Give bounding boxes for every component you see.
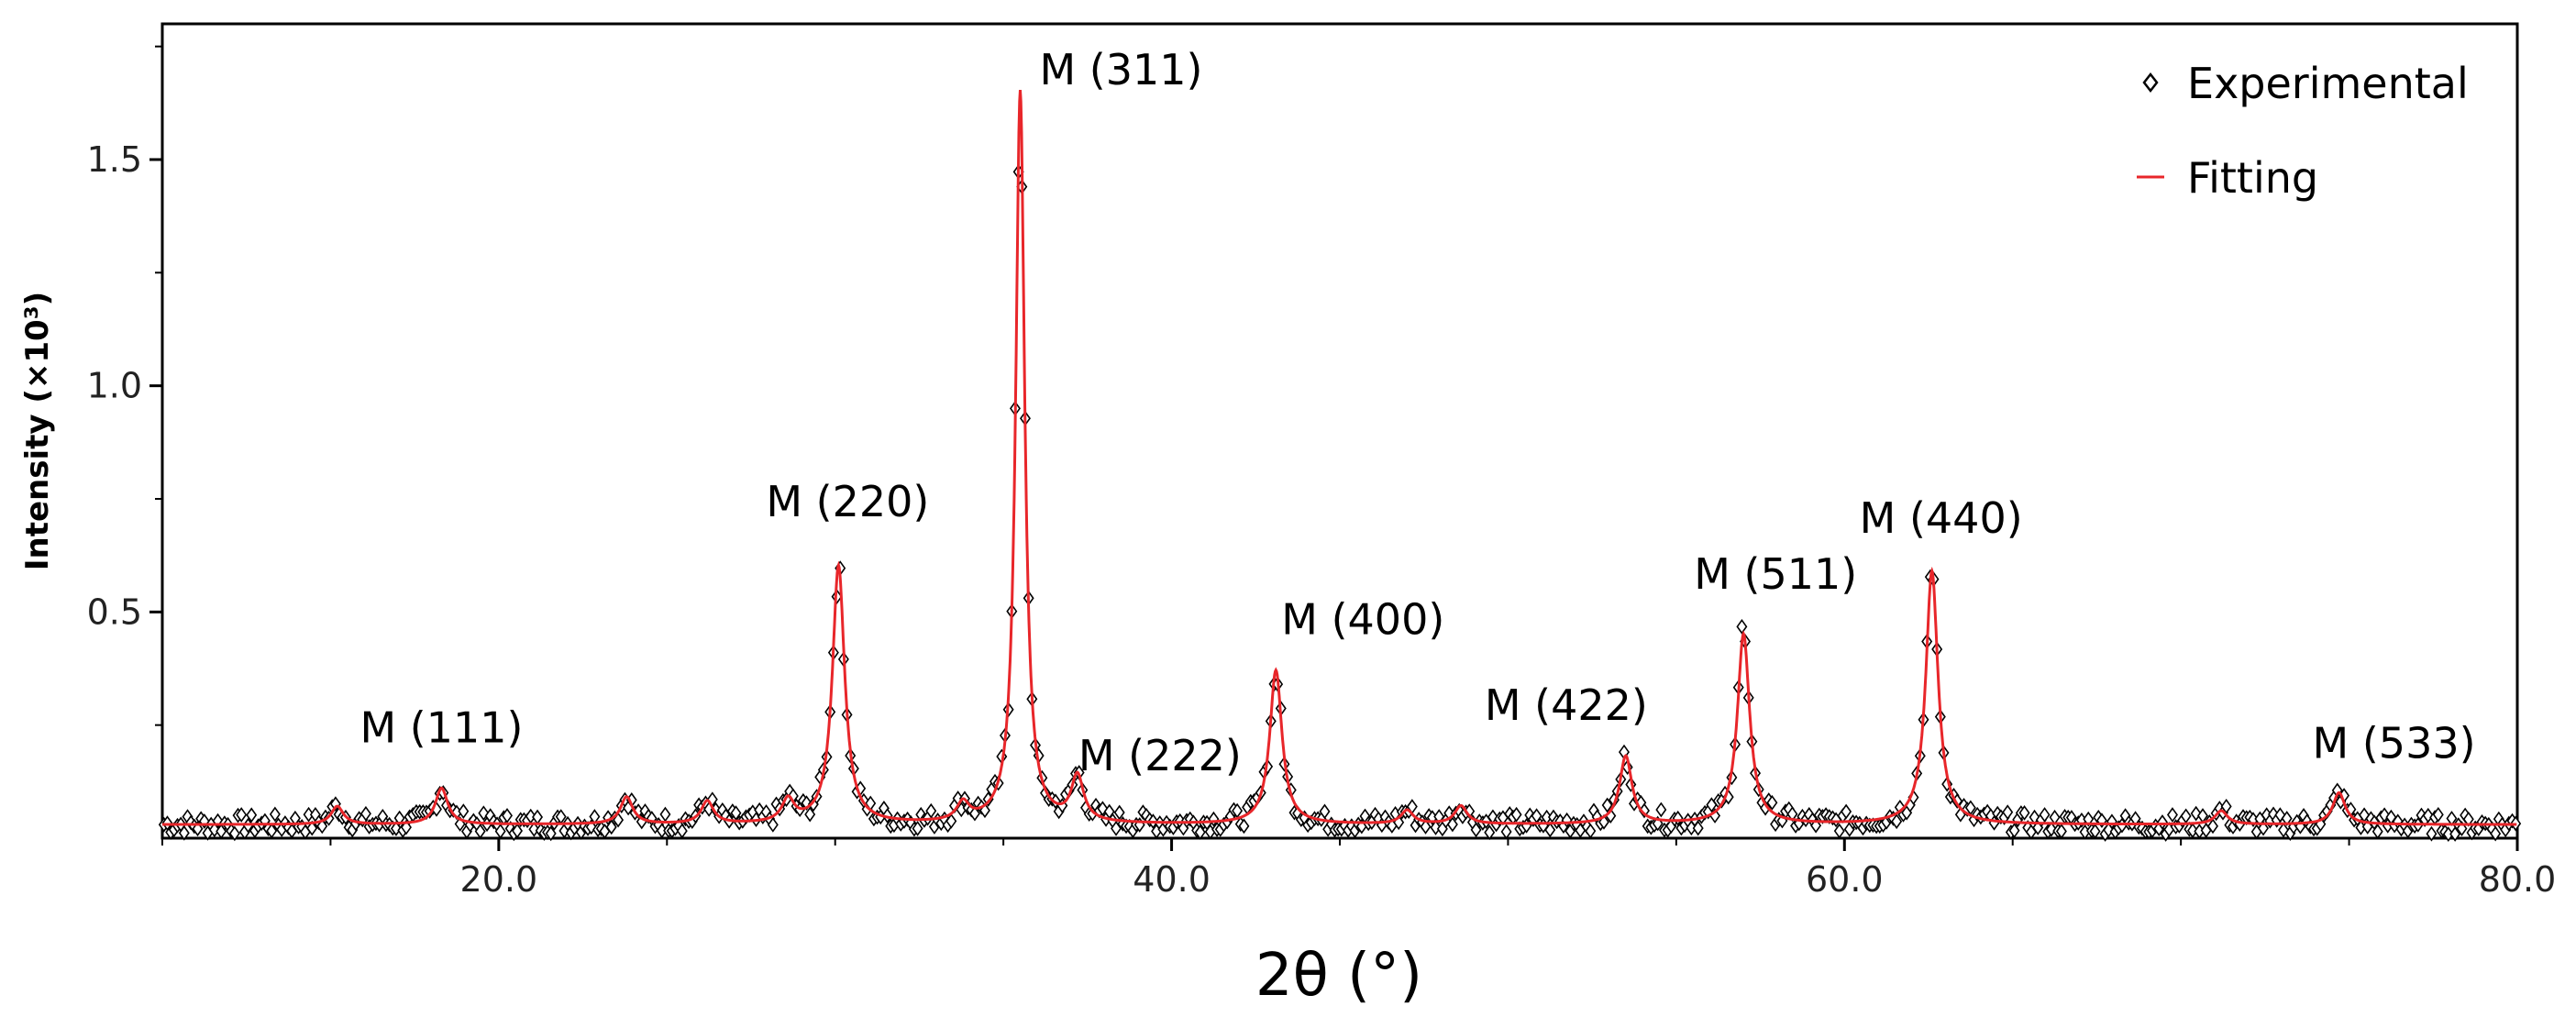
experimental-point — [528, 821, 540, 837]
experimental-point — [1833, 823, 1845, 839]
peak-label: M (511) — [1694, 549, 1857, 599]
peak-label: M (222) — [1078, 731, 1242, 780]
experimental-point — [1941, 776, 1953, 792]
peak-label: M (220) — [766, 477, 929, 526]
x-axis-ticks: 20.0 40.0 60.0 80.0 — [161, 838, 2557, 900]
peak-label: M (533) — [2313, 719, 2476, 768]
experimental-point — [458, 803, 470, 819]
experimental-point — [266, 823, 278, 839]
experimental-point — [2207, 818, 2218, 835]
x-axis-label: 2θ (°) — [1255, 942, 1422, 1010]
y-axis-label: Intensity (×10³) — [19, 292, 56, 570]
experimental-point — [390, 821, 402, 836]
experimental-point — [236, 807, 248, 823]
experimental-point — [2018, 805, 2030, 821]
experimental-point — [2186, 823, 2198, 839]
experimental-point — [2426, 825, 2438, 842]
legend-fitting-label: Fitting — [2187, 153, 2318, 203]
experimental-point — [1510, 806, 1522, 823]
experimental-point — [400, 819, 412, 835]
experimental-point — [494, 824, 506, 839]
peak-label: M (111) — [359, 703, 523, 753]
experimental-point — [1736, 618, 1748, 635]
experimental-point — [767, 817, 779, 833]
peak-label: M (311) — [1039, 45, 1202, 94]
experimental-point — [2089, 824, 2101, 839]
experimental-point — [730, 805, 742, 821]
experimental-point — [1194, 824, 1206, 840]
experimental-point — [2274, 807, 2286, 824]
experimental-point — [968, 805, 980, 822]
fitting-series-line — [162, 90, 2517, 826]
experimental-point — [502, 808, 514, 824]
peak-label: M (440) — [1860, 493, 2023, 543]
y-tick-label: 0.5 — [87, 591, 142, 632]
y-axis-ticks: 0.5 1.0 1.5 — [87, 45, 162, 726]
legend-experimental-marker — [2142, 72, 2159, 94]
experimental-point — [545, 825, 557, 842]
experimental-point — [925, 802, 937, 819]
experimental-point — [2220, 798, 2232, 814]
experimental-point — [676, 823, 688, 839]
experimental-point — [2055, 824, 2067, 839]
experimental-point — [306, 820, 318, 836]
experimental-point — [804, 806, 816, 823]
experimental-point — [2039, 807, 2051, 823]
experimental-point — [393, 810, 405, 826]
experimental-point — [1655, 801, 1667, 818]
experimental-point — [1097, 801, 1109, 817]
experimental-point — [2166, 807, 2178, 823]
experimental-point — [198, 813, 210, 829]
legend-experimental-label: Experimental — [2187, 59, 2469, 108]
experimental-point — [2008, 823, 2020, 839]
legend: Experimental Fitting — [2137, 59, 2469, 203]
experimental-point — [1446, 816, 1458, 833]
experimental-point — [1484, 824, 1496, 841]
experimental-point — [1841, 803, 1852, 820]
experimental-point — [2371, 824, 2383, 840]
experimental-point — [1585, 823, 1597, 839]
experimental-point — [1420, 819, 1432, 835]
experimental-point — [1766, 794, 1778, 811]
x-tick-label: 80.0 — [2479, 859, 2557, 900]
experimental-point — [228, 825, 240, 842]
experimental-point — [2045, 821, 2057, 837]
experimental-point — [474, 824, 486, 839]
experimental-point — [1891, 813, 1903, 830]
experimental-point — [246, 807, 258, 824]
peak-label: M (400) — [1281, 594, 1444, 644]
peak-labels: M (111) M (220) M (311) M (222) M (400) M (42… — [359, 45, 2475, 780]
x-tick-label: 40.0 — [1133, 859, 1211, 900]
experimental-point — [359, 805, 371, 822]
experimental-point — [512, 823, 524, 839]
peak-label: M (422) — [1485, 680, 1648, 730]
experimental-point — [1500, 824, 1512, 840]
experimental-point — [2002, 804, 2014, 821]
y-tick-label: 1.0 — [87, 366, 142, 406]
experimental-point — [178, 824, 190, 841]
experimental-point — [269, 806, 281, 823]
x-tick-label: 60.0 — [1806, 859, 1884, 900]
experimental-point — [613, 812, 625, 828]
experimental-point — [1238, 818, 1250, 835]
experimental-point — [945, 813, 957, 829]
experimental-point — [1598, 813, 1609, 830]
experimental-point — [1430, 820, 1442, 835]
experimental-point — [192, 821, 204, 837]
experimental-point — [1319, 803, 1331, 820]
experimental-point — [1113, 804, 1125, 821]
experimental-point — [2083, 811, 2095, 827]
y-tick-label: 1.5 — [87, 139, 142, 180]
experimental-point — [532, 809, 544, 825]
experimental-point — [1544, 822, 1556, 838]
experimental-point — [1601, 797, 1613, 813]
experimental-point — [2490, 825, 2502, 842]
experimental-point — [2432, 806, 2444, 823]
experimental-point — [1692, 820, 1704, 836]
x-tick-label: 20.0 — [460, 859, 538, 900]
experimental-point — [659, 806, 671, 823]
experimental-point — [912, 821, 923, 836]
experimental-point — [478, 805, 490, 822]
